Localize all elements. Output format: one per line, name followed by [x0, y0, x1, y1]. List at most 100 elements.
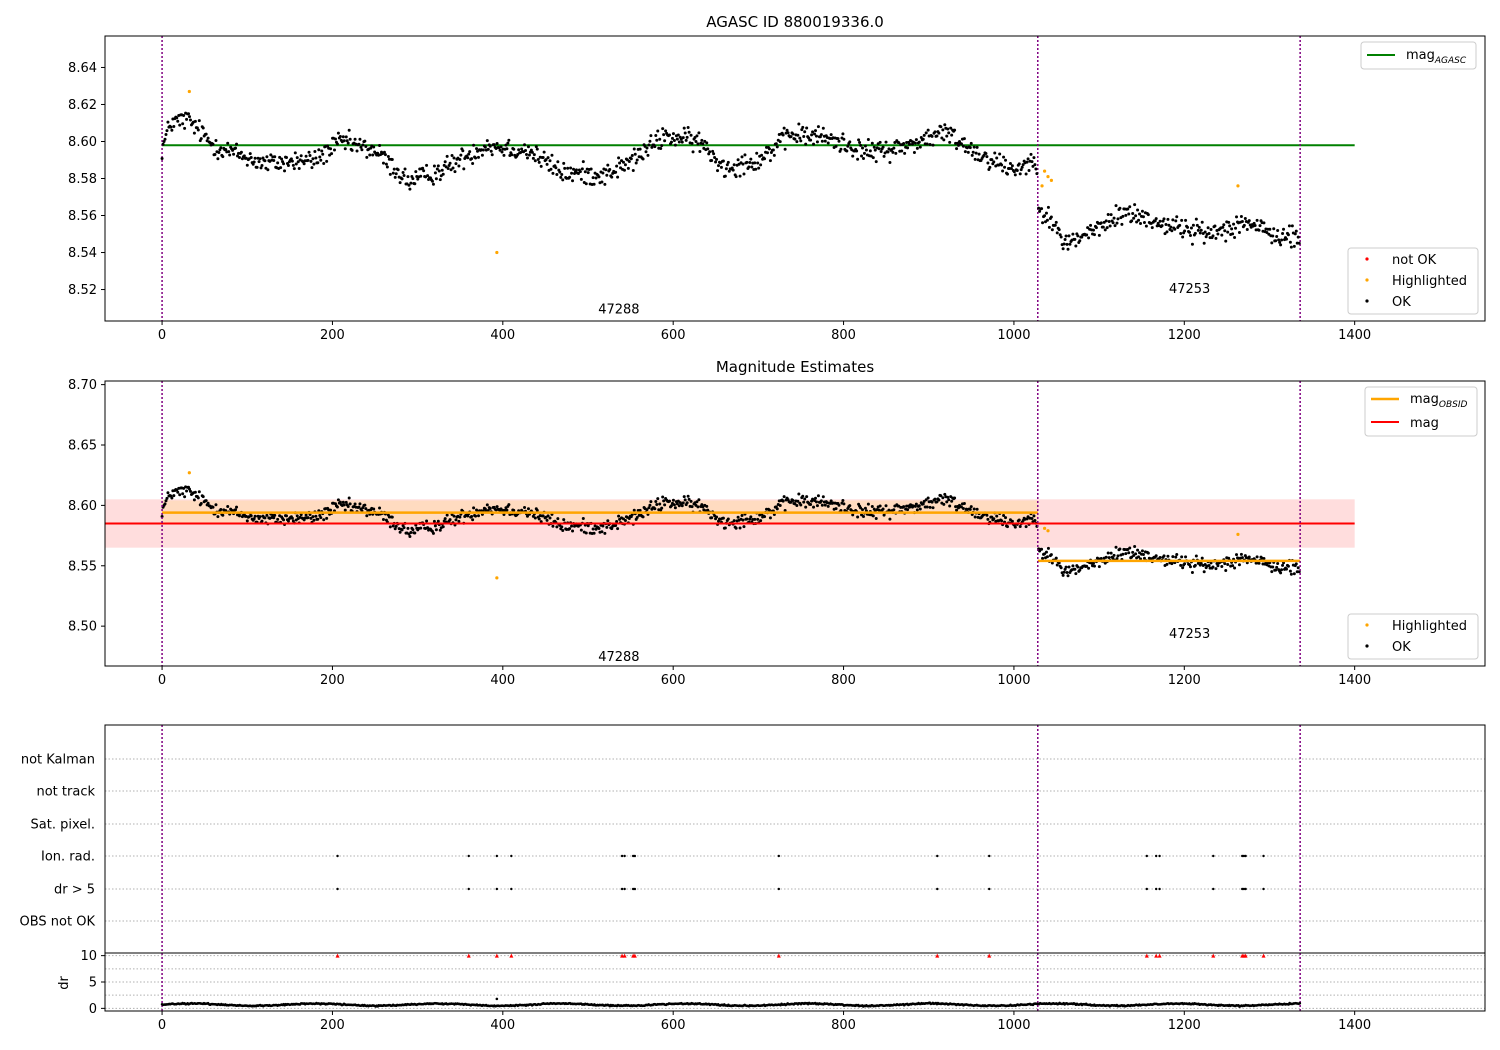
ok-point — [1136, 548, 1140, 552]
ok-point — [344, 500, 348, 504]
ok-point — [891, 150, 895, 154]
ok-point — [621, 517, 625, 521]
dr-point — [495, 997, 499, 1001]
ok-point — [196, 496, 200, 500]
ok-point — [774, 142, 778, 146]
ok-point — [1128, 205, 1132, 209]
ok-point — [1064, 234, 1068, 238]
ok-point — [542, 150, 546, 154]
ok-point — [945, 134, 949, 138]
ok-point — [232, 152, 236, 156]
flag-point — [631, 854, 635, 858]
ok-point — [1085, 564, 1089, 568]
ok-point — [279, 166, 283, 170]
panel2-legend-top: magOBSID mag — [1364, 386, 1478, 437]
flag-label-not-kalman: not Kalman — [21, 753, 95, 768]
ok-point — [861, 508, 865, 512]
ok-point — [431, 531, 435, 535]
ok-point — [842, 502, 846, 506]
ok-point — [1286, 233, 1290, 237]
ok-point — [856, 515, 860, 519]
ok-point — [988, 165, 992, 169]
ok-point — [1223, 229, 1227, 233]
ok-point — [446, 166, 450, 170]
ok-point — [312, 518, 316, 522]
ok-point — [283, 169, 287, 173]
ok-point — [353, 137, 357, 141]
ok-point — [1170, 562, 1174, 566]
ok-point — [1094, 226, 1098, 230]
ok-point — [800, 128, 804, 132]
ok-point — [237, 155, 241, 159]
ok-point — [1140, 549, 1144, 553]
ok-point — [990, 158, 994, 162]
ok-point — [252, 517, 256, 521]
ok-point — [1211, 565, 1215, 569]
ok-point — [941, 128, 945, 132]
ok-point — [881, 507, 885, 511]
ok-point — [928, 143, 932, 147]
ok-point — [809, 138, 813, 142]
flag-point — [936, 887, 939, 891]
ok-point — [488, 507, 492, 511]
y-tick-label: 0 — [89, 1002, 97, 1017]
ok-point — [1062, 570, 1066, 574]
agasc-magnitude-panel: AGASC ID 880019336.0 47288 47253 0 200 400… — [68, 13, 1486, 343]
ok-point — [820, 503, 824, 507]
ok-point — [675, 137, 679, 141]
ok-point — [435, 167, 439, 171]
ok-point — [1188, 565, 1192, 569]
ok-point — [394, 524, 398, 528]
ok-point — [1104, 555, 1108, 559]
ok-point — [192, 131, 196, 135]
flag-point — [1145, 887, 1149, 891]
x-tick-label: 1200 — [1168, 1018, 1201, 1033]
ok-point — [814, 134, 818, 138]
ok-point — [372, 145, 376, 149]
ok-point — [1226, 563, 1230, 567]
ok-point — [1253, 224, 1257, 228]
ok-point — [973, 157, 977, 161]
ok-point — [436, 519, 440, 523]
ok-point — [237, 514, 241, 518]
ok-point — [799, 139, 803, 143]
ok-point — [530, 150, 534, 154]
panel2-legend-bottom: Highlighted OK — [1347, 613, 1479, 660]
ok-point — [1170, 229, 1174, 233]
x-tick-label: 600 — [661, 328, 686, 343]
ok-point — [1202, 241, 1206, 245]
ok-point — [618, 161, 622, 165]
ok-point — [1033, 163, 1037, 167]
ok-point — [466, 156, 470, 160]
ok-point — [638, 508, 642, 512]
ok-point — [1116, 217, 1120, 221]
highlighted-point — [1040, 184, 1044, 188]
ok-point — [576, 171, 580, 175]
ok-point — [687, 497, 691, 501]
ok-point — [621, 160, 625, 164]
ok-point — [441, 525, 445, 529]
x-tick-label: 600 — [661, 1018, 686, 1033]
ok-point — [453, 170, 457, 174]
ok-point — [498, 148, 502, 152]
ok-point — [841, 132, 845, 136]
ok-point — [393, 175, 397, 179]
ok-point — [1167, 223, 1171, 227]
ok-point — [551, 524, 555, 528]
ok-point — [1126, 207, 1130, 211]
ok-point — [555, 525, 559, 529]
ok-point — [1181, 566, 1185, 570]
ok-point — [322, 518, 326, 522]
ok-point — [969, 505, 973, 509]
ok-point — [857, 138, 861, 142]
ok-point — [1257, 228, 1261, 232]
ok-point — [1265, 231, 1269, 235]
ok-point — [1206, 226, 1210, 230]
ok-point — [1063, 237, 1067, 241]
ok-point — [1050, 561, 1054, 565]
ok-point — [555, 173, 559, 177]
ok-point — [176, 119, 180, 123]
ok-point — [1231, 232, 1235, 236]
panel2-axes-frame — [104, 380, 1486, 667]
ok-point — [1055, 231, 1059, 235]
